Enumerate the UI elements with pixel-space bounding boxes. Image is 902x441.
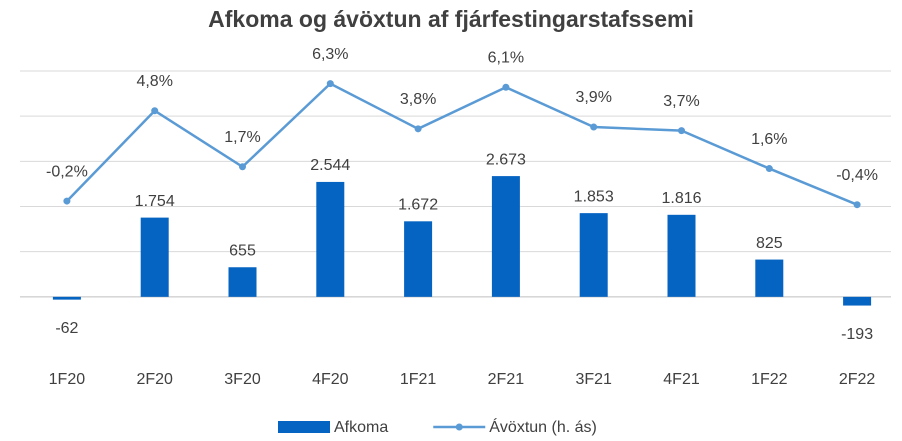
line-marker [326, 80, 334, 88]
bar [667, 214, 696, 297]
data-label: 6,3% [312, 46, 348, 63]
bar [52, 296, 81, 300]
data-label: 3,8% [400, 91, 436, 108]
data-label: 3,7% [663, 93, 699, 110]
x-tick-label: 1F20 [49, 371, 86, 388]
line [66, 82, 858, 206]
x-tick-label: 4F20 [312, 371, 349, 388]
bar [579, 213, 608, 297]
data-label: 3,9% [575, 89, 611, 106]
legend-swatch [455, 423, 463, 431]
data-label: 4,8% [136, 73, 172, 90]
x-tick-label: 2F22 [839, 371, 876, 388]
legend-label: Ávöxtun (h. ás) [489, 417, 597, 436]
bar [404, 221, 433, 297]
legend-label: Afkoma [334, 419, 388, 436]
data-label: 1.672 [398, 197, 438, 214]
data-label: 1,7% [224, 129, 260, 146]
x-tick-label: 3F21 [575, 371, 612, 388]
bar [491, 176, 520, 297]
chart-title: Afkoma og ávöxtun af fjárfestingarstafss… [208, 6, 694, 32]
bar [228, 267, 257, 297]
bar [140, 217, 169, 297]
data-label: 1.816 [661, 190, 701, 207]
x-tick-label: 1F22 [751, 371, 788, 388]
data-label: -62 [55, 320, 78, 337]
bar [755, 259, 784, 297]
bar [843, 296, 872, 306]
line-marker [414, 125, 422, 133]
bar [316, 181, 345, 297]
data-label: 2.544 [310, 157, 350, 174]
x-tick-label: 2F21 [488, 371, 525, 388]
data-label: 2.673 [486, 151, 526, 168]
data-label: 825 [756, 235, 783, 252]
line-marker [239, 163, 246, 171]
data-label: -0,2% [46, 163, 88, 180]
line-marker [151, 107, 159, 115]
data-label: 6,1% [488, 49, 524, 66]
x-tick-label: 3F20 [224, 371, 261, 388]
data-label: -193 [841, 326, 873, 343]
data-label: 1.853 [574, 188, 614, 205]
line-marker [63, 197, 71, 205]
data-label: 1,6% [751, 131, 787, 148]
x-tick-label: 2F20 [136, 371, 173, 388]
data-label: 655 [229, 242, 256, 259]
line-marker [590, 123, 598, 131]
line-marker [765, 165, 773, 173]
line-marker [678, 127, 685, 135]
line-marker [502, 83, 510, 91]
x-tick-label: 4F21 [663, 371, 700, 388]
data-label: 1.754 [135, 193, 175, 210]
line-marker [853, 201, 861, 209]
legend-swatch [278, 421, 330, 433]
data-label: -0,4% [836, 167, 878, 184]
x-tick-label: 1F21 [400, 371, 437, 388]
